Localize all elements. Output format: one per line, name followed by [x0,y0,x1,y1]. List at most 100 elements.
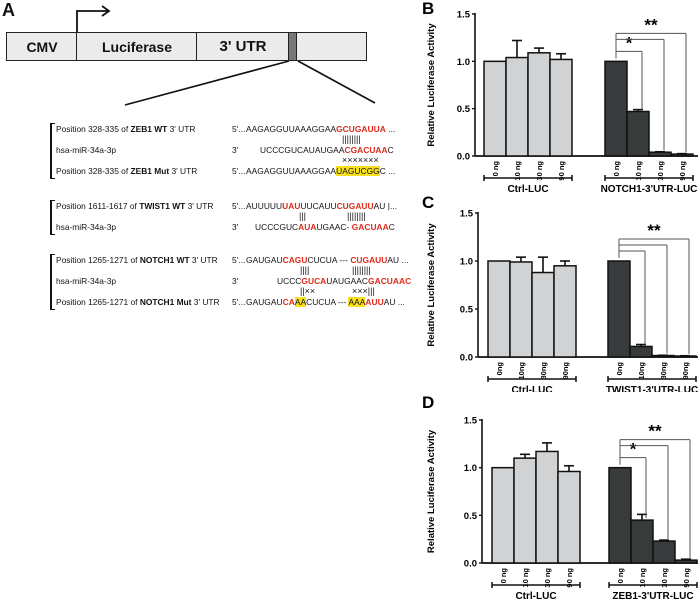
bar [607,260,631,358]
seed-region: GACUAAC [368,276,412,286]
bar [487,260,511,358]
luciferase-label: Luciferase [101,38,173,55]
bar [652,540,676,564]
y-tick-label: 1.5 [460,209,474,220]
bases: UAUGAAC [326,276,369,286]
x-tick-label: 0 ng [616,568,625,584]
bar [531,271,555,358]
base-pairing: ×××||| [352,285,375,296]
mutated-bases: UAGUCGG [336,166,380,176]
x-tick-label: 0 ng [612,161,621,177]
seed-region: CUGAUU [350,255,388,265]
construct-cmv: CMV [6,32,78,61]
zoom-line-left [124,60,290,106]
x-tick-label: 10 ng [638,568,647,588]
strand-prefix: 5'... [232,124,246,134]
bases: C ... [379,166,396,176]
significance-label: ** [648,422,662,441]
base-pairing: ||×× [300,285,316,296]
label-text: hsa-miR-34a-3p [56,145,117,155]
bar [535,450,559,564]
x-tick-label: 90ng [561,362,570,380]
bases: CUCUA --- [306,297,349,307]
chart-panel-b: B Relative Luciferase Activity 0.0 0.5 1.0 1.… [422,0,698,192]
label-text: 3' UTR [185,201,214,211]
gene-name: NOTCH1 WT [139,255,190,265]
sequence: UCCCGUCAUAUGAACGACUAAC [260,145,394,155]
bar [648,151,672,157]
alignment-row-label: Position 328-335 of ZEB1 WT 3' UTR [56,124,195,134]
chart-panel-c: C Relative Luciferase Activity 0.0 0.5 1.0 1.… [422,193,698,392]
x-tick-label: 10 ng [513,161,522,181]
alignment-row-label: Position 328-335 of ZEB1 Mut 3' UTR [56,166,197,176]
y-tick-label: 0.5 [457,104,471,115]
promoter-arrow-icon [76,5,111,33]
group-label: NOTCH1-3'UTR-LUC [601,184,698,192]
bases: AU |... [373,201,398,211]
sequence: UCCCGUCAUAUGAACGACUAAC [277,276,411,286]
x-tick-label: 90 ng [565,568,574,588]
zoom-line-right [297,60,376,104]
seed-region: GUCA [301,276,327,286]
label-text: hsa-miR-34a-3p [56,222,117,232]
alignment-row-label: Position 1265-1271 of NOTCH1 WT 3' UTR [56,255,218,265]
bar [513,457,537,564]
group-label: Ctrl-LUC [511,385,552,392]
base-pairing: |||| [300,264,310,275]
bases: UUCAUU [300,201,337,211]
x-tick-label: 0 ng [491,161,500,177]
bar [553,265,577,358]
alignment-bracket [50,200,55,235]
seed-region: CUGAUU [336,201,374,211]
bar [527,52,551,157]
gene-name: TWIST1 WT [139,201,186,211]
y-tick-label: 0.5 [460,305,474,316]
seed-region: CA [282,297,295,307]
alignment-bracket [50,254,55,310]
y-tick-label: 1.0 [460,257,473,268]
x-tick-label: 0 ng [499,568,508,584]
utr-label: 3' UTR [219,38,267,55]
x-tick-label: 10 ng [634,161,643,181]
strand-prefix: 5'... [232,201,246,211]
label-text: Position 1265-1271 of [56,297,140,307]
significance-label: ** [644,15,658,34]
bases: AU ... [383,297,405,307]
y-axis-label: Relative Luciferase Activity [426,23,437,147]
bases: UCCC [277,276,302,286]
bar [626,110,650,157]
strand-prefix: 5'... [232,255,246,265]
panel-letter-d: D [422,393,434,412]
x-tick-label: 90 ng [678,161,687,181]
seed-region: AUA [298,222,317,232]
label-text: Position 328-335 of [56,124,131,134]
seed-region: CAGU [282,255,308,265]
bar [604,60,628,157]
seed-region: GCUGAUUA [336,124,386,134]
x-tick-label: 10ng [637,362,646,380]
seed-region: CGACUAA [344,145,388,155]
chart-panel-d: D Relative Luciferase Activity 0.0 0.5 1.0 1.… [422,393,698,602]
group-label: ZEB1-3'UTR-LUC [612,591,693,602]
bases: AAGAGGUUAAAGGAA [246,166,337,176]
bar [509,261,533,358]
y-axis-label: Relative Luciferase Activity [426,223,437,347]
group-label: Ctrl-LUC [507,184,548,192]
x-tick-label: 30 ng [543,568,552,588]
alignment-row-label: hsa-miR-34a-3p [56,222,116,232]
significance-label: ** [647,221,661,240]
bar [673,355,697,358]
x-tick-label: 30 ng [656,161,665,181]
seed-region: AUU [365,297,384,307]
strand-prefix: 5'... [232,166,246,176]
significance-label: * [630,440,637,459]
y-tick-label: 1.5 [457,10,471,21]
alignment-row-label: Position 1611-1617 of TWIST1 WT 3' UTR [56,201,213,211]
gene-name: NOTCH1 Mut [139,297,192,307]
bases: GAUGAU [246,255,283,265]
label-text: 3' UTR [169,166,198,176]
base-pairing: ||| [299,210,307,221]
y-axis-label: Relative Luciferase Activity [426,429,437,553]
label-text: Position 1265-1271 of [56,255,140,265]
bases: UGAAC- [316,222,352,232]
